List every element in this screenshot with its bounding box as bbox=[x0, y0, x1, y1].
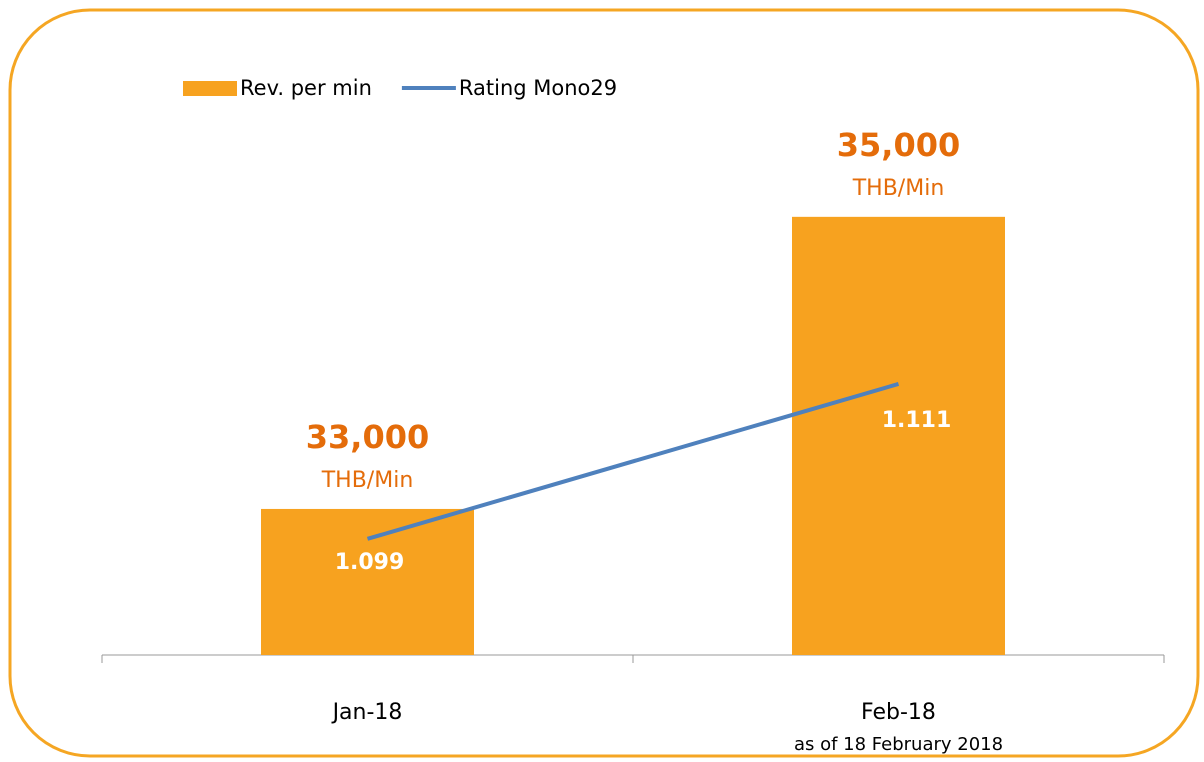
value-label: 33,000 bbox=[306, 418, 429, 456]
bar bbox=[792, 216, 1005, 655]
value-label: 1.111 bbox=[882, 408, 952, 433]
x-tick-label: Feb-18 bbox=[861, 700, 936, 725]
legend-label: Rev. per min bbox=[240, 76, 372, 100]
value-label: 1.099 bbox=[335, 550, 405, 575]
legend-swatch bbox=[183, 81, 237, 96]
line bbox=[366, 382, 900, 541]
bar bbox=[261, 508, 474, 655]
value-label: 35,000 bbox=[837, 126, 960, 164]
unit-label: THB/Min bbox=[321, 468, 414, 493]
x-tick-label: Jan-18 bbox=[331, 700, 403, 725]
frame bbox=[8, 8, 1200, 758]
legend-label: Rating Mono29 bbox=[459, 76, 617, 100]
unit-label: THB/Min bbox=[852, 176, 945, 201]
annotation: as of 18 February 2018 bbox=[794, 734, 1003, 755]
